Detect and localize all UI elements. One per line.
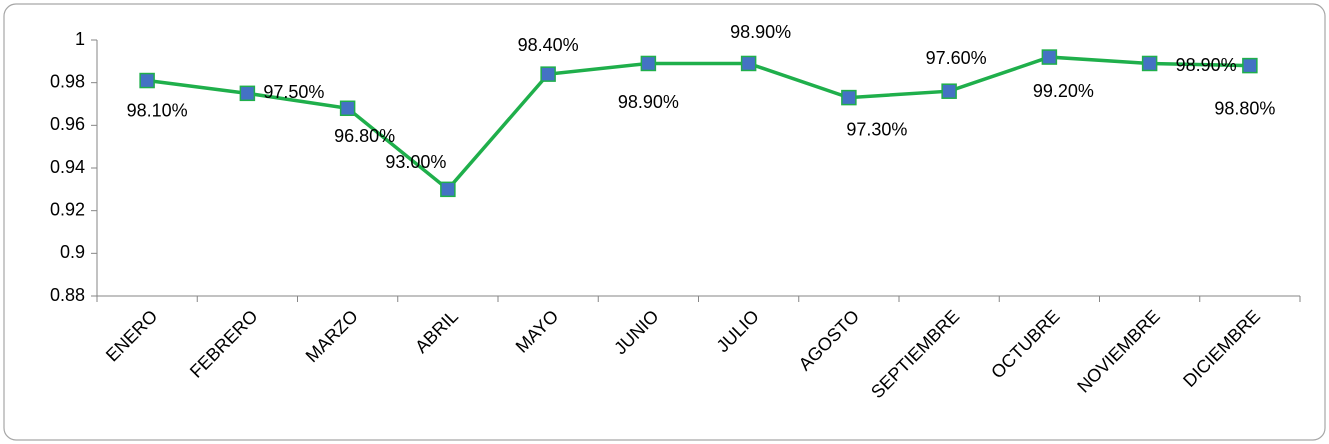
chart-frame	[3, 3, 1326, 441]
data-label: 97.60%	[926, 48, 987, 68]
y-tick-label: 0.92	[50, 199, 85, 219]
marker	[1141, 55, 1158, 72]
data-label: 97.30%	[846, 119, 907, 139]
series-line	[146, 55, 1250, 192]
marker	[640, 55, 657, 72]
marker	[740, 55, 757, 72]
marker	[440, 181, 456, 198]
data-label: 97.50%	[263, 82, 324, 102]
marker	[1041, 49, 1058, 65]
data-label: 98.10%	[127, 100, 188, 120]
y-tick-label: 0.88	[50, 285, 85, 305]
data-label: 98.90%	[618, 92, 679, 112]
marker	[540, 66, 556, 82]
marker	[139, 72, 155, 89]
marker	[941, 83, 957, 99]
data-label: 93.00%	[385, 152, 446, 172]
marker	[339, 100, 356, 117]
data-label: 96.80%	[334, 126, 395, 146]
y-tick-label: 0.98	[50, 71, 85, 91]
data-label: 98.80%	[1214, 98, 1275, 118]
marker	[1242, 57, 1258, 74]
marker	[841, 89, 857, 106]
y-tick-label: 0.96	[50, 114, 85, 134]
data-label: 98.40%	[518, 35, 579, 55]
data-label: 98.90%	[730, 22, 791, 42]
y-tick-label: 0.94	[50, 157, 85, 177]
data-label: 99.20%	[1033, 81, 1094, 101]
y-tick-label: 0.9	[60, 242, 85, 262]
marker	[239, 85, 256, 102]
data-label: 98.90%	[1176, 55, 1237, 75]
y-tick-label: 1	[75, 29, 85, 49]
